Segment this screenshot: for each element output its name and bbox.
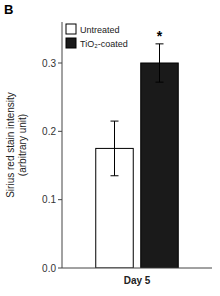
- error-line: [114, 121, 115, 176]
- legend: Untreated TiO₂-coated: [66, 24, 128, 49]
- annotations: *: [157, 28, 163, 44]
- y-axis-label-line: (arbitrary unit): [17, 114, 28, 176]
- significance-star: *: [157, 28, 163, 44]
- error-cap: [111, 121, 119, 122]
- error-bar: [111, 121, 119, 176]
- y-tick-label: 0.1: [42, 194, 56, 205]
- y-tick: [58, 63, 62, 64]
- error-line: [159, 44, 160, 82]
- y-axis-line: [62, 22, 63, 268]
- y-axis-label-line: Sirius red stain intensity: [5, 92, 16, 198]
- y-tick: [58, 268, 62, 269]
- error-cap: [111, 175, 119, 176]
- bars: [96, 44, 179, 268]
- y-tick-label: 0.0: [42, 263, 56, 274]
- x-axis-line: [62, 268, 212, 269]
- legend-label: Untreated: [80, 25, 120, 35]
- panel-label: B: [4, 2, 13, 17]
- legend-swatch: [66, 38, 76, 48]
- y-tick-label: 0.3: [42, 58, 56, 69]
- x-tick-label: Day 5: [124, 275, 151, 286]
- y-tick: [58, 199, 62, 200]
- y-tick: [58, 131, 62, 132]
- y-ticks: 0.0 0.1 0.2 0.3: [42, 58, 62, 274]
- legend-swatch: [66, 24, 76, 34]
- legend-label: TiO₂-coated: [80, 39, 128, 49]
- y-axis-label: Sirius red stain intensity(arbitrary uni…: [5, 92, 28, 198]
- error-bar: [156, 44, 164, 82]
- chart: B Sirius red stain intensity(arbitrary un…: [0, 0, 220, 296]
- bar: [141, 63, 179, 268]
- error-cap: [156, 82, 164, 83]
- y-tick-label: 0.2: [42, 126, 56, 137]
